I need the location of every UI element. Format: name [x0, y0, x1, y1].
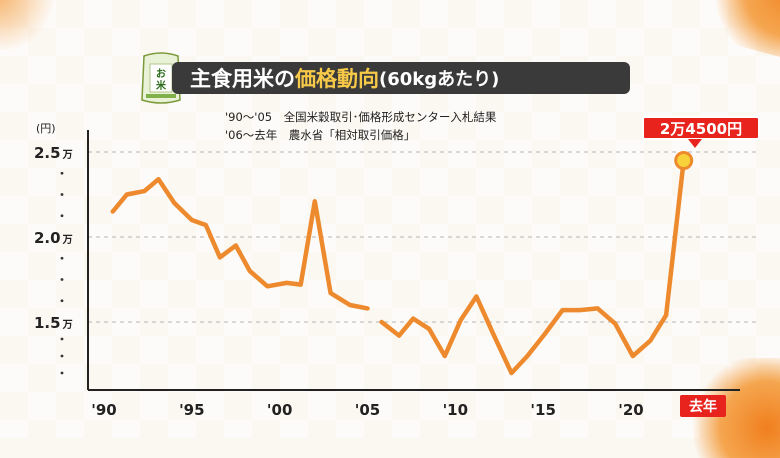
- title-sub: (60kgあたり): [379, 69, 500, 90]
- y-tick-label: 1.5 万: [34, 314, 73, 332]
- x-tick-label: '10: [443, 401, 468, 419]
- y-tick-label: 2.0 万: [34, 229, 73, 247]
- y-axis-dot: [60, 337, 64, 341]
- tick-labels: 2.5 万 2.0 万 1.5 万 (円) '90 '95 '00 '05 '10 '15 '20: [34, 122, 644, 419]
- x-tick-last-year: 去年: [680, 395, 726, 417]
- source-note-2: '06〜去年 農水省「相対取引価格」: [225, 128, 416, 142]
- title-main: 主食用米の: [190, 67, 295, 91]
- series-lines: [110, 158, 686, 376]
- chart-title-bar: 主食用米の 価格動向 (60kgあたり): [172, 62, 630, 94]
- y-axis-dot: [60, 354, 64, 358]
- y-axis-dot: [60, 256, 64, 260]
- y-tick-label: 2.5 万: [34, 144, 73, 162]
- svg-text:お: お: [156, 68, 166, 80]
- title-accent: 価格動向: [295, 67, 379, 91]
- x-tick-label: '05: [355, 401, 380, 419]
- x-tick-label: '90: [91, 401, 116, 419]
- y-axis-dot: [60, 371, 64, 375]
- corner-decoration-top-left: [0, 0, 60, 50]
- grid-lines: [88, 151, 760, 323]
- peak-marker-layer: [674, 151, 694, 170]
- series-line-2: [379, 158, 686, 376]
- peak-callout-pointer: [688, 139, 702, 148]
- source-note-1: '90〜'05 全国米穀取引･価格形成センター入札結果: [225, 110, 497, 124]
- series-line-1: [110, 176, 370, 311]
- source-notes: '90〜'05 全国米穀取引･価格形成センター入札結果 '06〜去年 農水省「相…: [225, 108, 496, 144]
- y-axis-dot: [60, 171, 64, 175]
- svg-text:米: 米: [156, 79, 167, 92]
- y-axis-dot: [60, 278, 64, 281]
- y-axis-dot: [60, 214, 64, 218]
- x-tick-label: '95: [179, 401, 204, 419]
- price-line-chart: 2.5 万 2.0 万 1.5 万 (円) '90 '95 '00 '05 '10 '15 '20: [34, 122, 760, 419]
- y-axis-unit-label: (円): [36, 122, 56, 135]
- x-tick-label: '20: [618, 401, 643, 419]
- peak-marker: [674, 151, 694, 170]
- peak-price-callout: 2万4500円: [642, 116, 760, 140]
- y-axis-dot: [60, 299, 64, 303]
- axes: [87, 130, 740, 391]
- x-tick-label: '00: [267, 401, 292, 419]
- y-axis-dot: [60, 193, 64, 196]
- x-tick-label: '15: [530, 401, 555, 419]
